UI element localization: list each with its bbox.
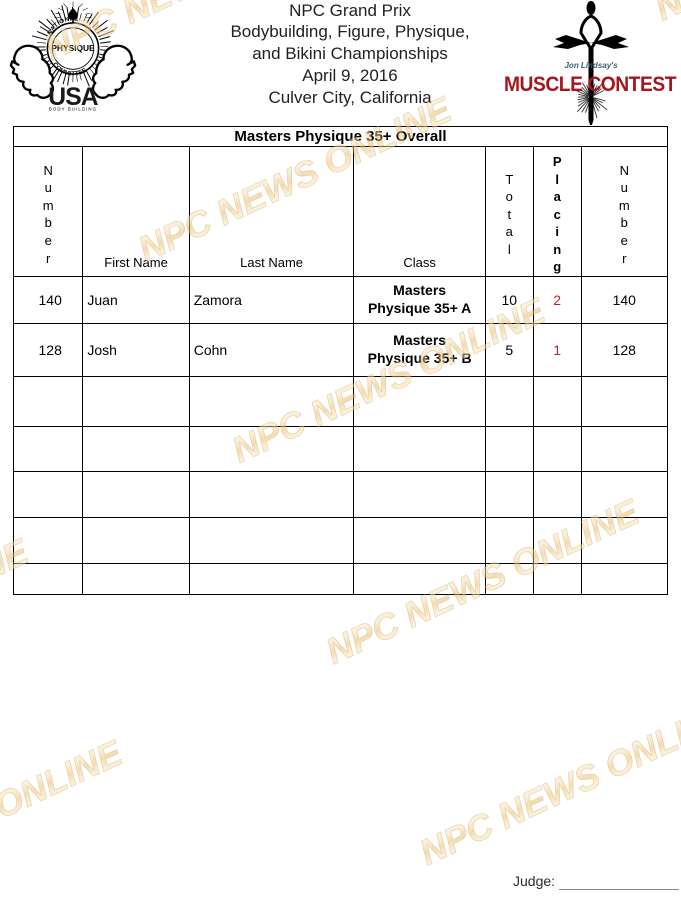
svg-text:BODY BUILDING: BODY BUILDING — [49, 107, 97, 112]
svg-text:Jon Lindsay's: Jon Lindsay's — [564, 61, 618, 70]
svg-text:PHYSIQUE: PHYSIQUE — [51, 43, 95, 53]
